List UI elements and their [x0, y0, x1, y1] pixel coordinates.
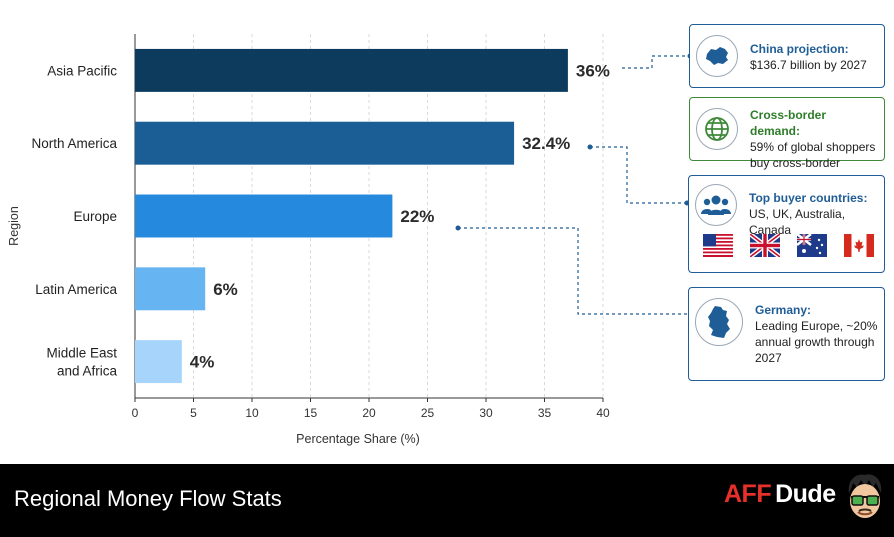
- x-axis-title: Percentage Share (%): [296, 432, 420, 446]
- canada-flag-icon: [844, 234, 874, 257]
- callout-crossborder-text: 59% of global shoppers buy cross-border: [750, 140, 876, 170]
- callout-buyers: Top buyer countries: US, UK, Australia, …: [688, 175, 885, 273]
- bar: [135, 194, 393, 238]
- mascot-avatar-icon: [848, 474, 882, 518]
- callout-buyers-text: US, UK, Australia, Canada: [749, 207, 846, 237]
- bar-value-label: 22%: [400, 207, 434, 226]
- category-label: Europe: [73, 209, 117, 224]
- y-axis-title: Region: [7, 206, 21, 246]
- bar: [135, 48, 568, 92]
- brand-dude: Dude: [775, 480, 836, 508]
- callout-china-text: $136.7 billion by 2027: [750, 58, 867, 72]
- callout-china-title: China projection:: [750, 42, 849, 56]
- bar-value-label: 32.4%: [522, 134, 570, 153]
- x-tick-label: 35: [538, 406, 552, 420]
- callout-crossborder-title: Cross-border demand:: [750, 108, 827, 138]
- category-label: Asia Pacific: [47, 63, 117, 78]
- category-label: North America: [31, 136, 117, 151]
- category-label: Latin America: [35, 282, 117, 297]
- australia-flag-icon: [797, 234, 827, 257]
- china-map-icon: [696, 35, 738, 77]
- connector-dot: [587, 144, 593, 150]
- bar: [135, 267, 206, 311]
- callout-china: China projection: $136.7 billion by 2027: [689, 24, 885, 88]
- footer-title: Regional Money Flow Stats: [14, 486, 282, 511]
- brand-logo: AFF Dude: [724, 480, 836, 509]
- x-tick-label: 5: [190, 406, 197, 420]
- bar-value-label: 36%: [576, 61, 610, 80]
- globe-icon: [696, 108, 738, 150]
- callout-crossborder: Cross-border demand: 59% of global shopp…: [689, 97, 885, 170]
- us-flag-icon: [703, 234, 733, 257]
- connector-china: [622, 55, 690, 69]
- callout-germany-text: Leading Europe, ~20% annual growth throu…: [755, 319, 878, 365]
- bar: [135, 340, 182, 384]
- callout-germany-title: Germany:: [755, 303, 812, 317]
- bar-chart: 0 5 10 15 20 25 30 35 40 36% Asia Pacific 32.4% Nort…: [7, 34, 693, 446]
- uk-flag-icon: [750, 234, 780, 257]
- bar-value-label: 6%: [213, 280, 238, 299]
- category-label: Middle East and Africa: [46, 346, 117, 379]
- callout-germany: Germany: Leading Europe, ~20% annual gro…: [688, 287, 885, 381]
- bar-value-label: 4%: [190, 353, 215, 372]
- x-tick-label: 30: [479, 406, 493, 420]
- x-tick-label: 0: [132, 406, 139, 420]
- x-tick-label: 40: [596, 406, 610, 420]
- x-tick-label: 20: [362, 406, 376, 420]
- flag-row: [703, 234, 874, 257]
- brand-aff: AFF: [724, 480, 772, 508]
- connector-dot: [455, 225, 461, 231]
- x-tick-label: 15: [304, 406, 318, 420]
- callout-buyers-title: Top buyer countries:: [749, 191, 868, 205]
- bar: [135, 121, 515, 165]
- connector-germany: [458, 227, 688, 315]
- people-icon: [695, 184, 737, 226]
- footer-bar: Regional Money Flow Stats AFF Dude: [0, 464, 894, 537]
- x-tick-label: 10: [245, 406, 259, 420]
- x-tick-label: 25: [421, 406, 435, 420]
- connector-buyers: [590, 146, 687, 204]
- germany-map-icon: [695, 298, 743, 346]
